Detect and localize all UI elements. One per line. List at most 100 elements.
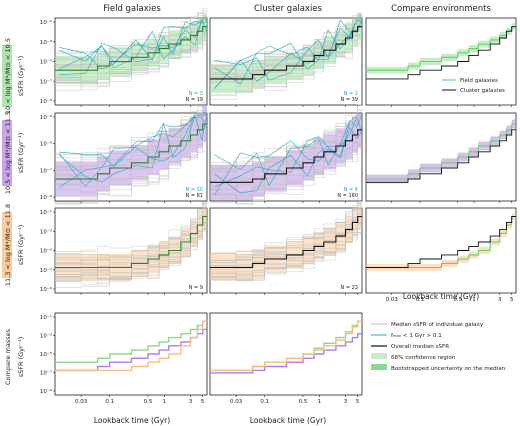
panel-r1-c1-galaxy-line-19 bbox=[210, 142, 362, 195]
panel-r2-c0-galaxy-line-10 bbox=[55, 230, 207, 288]
panel-r2-c0-ytick-label-1: 10⁻³ bbox=[40, 228, 52, 235]
row-label-2: 11.3 < log M*/M⊙ < 11.8 sSFR (Gyr⁻¹) bbox=[2, 204, 25, 286]
panel-r0-c0-count-total: N = 19 bbox=[186, 97, 203, 103]
xlabel-col0: Lookback time (Gyr) bbox=[94, 416, 170, 425]
panel-r1-c2-field-line bbox=[366, 123, 516, 180]
xlabel-col2: Lookback time (Gyr) bbox=[403, 292, 479, 301]
panel-r2-c2: 0.03 0.1 0.5 1 3 5 bbox=[365, 207, 517, 303]
panel-r1-c1-median-line bbox=[210, 129, 362, 183]
panel-r0-c0-ytick-label-2: 10⁻⁵ bbox=[40, 59, 52, 66]
panel-r3-c1-xtick-label-0: 0.03 bbox=[230, 399, 243, 405]
panel-r2-c2-xtick-label-4: 3 bbox=[498, 297, 502, 303]
panel-r1-c2-frame bbox=[365, 112, 517, 202]
row-label-2-mass: 11.3 < log M*/M⊙ < 11.8 bbox=[4, 204, 12, 286]
row-label-2-bg bbox=[2, 212, 12, 278]
env-legend-field: Field galaxies bbox=[460, 78, 498, 84]
panel-r1-c2-cluster-line bbox=[366, 129, 516, 183]
col-title-field: Field galaxies bbox=[103, 4, 161, 14]
panel-r2-c2-band bbox=[366, 213, 516, 271]
panel-r3-c1: 0.03 0.1 0.5 1 3 5 bbox=[209, 312, 363, 405]
panel-r0-c0-ytick-label-1: 10⁻³ bbox=[40, 39, 52, 46]
panel-r3-c1-mass-line-2 bbox=[210, 320, 362, 372]
panel-r1-c0-ytick-label-0: 10⁻³ bbox=[40, 114, 52, 121]
panel-r0-c0-median-line bbox=[55, 26, 207, 71]
panel-r0-c2-cluster-line bbox=[366, 26, 516, 80]
panel-r0-c0-count-highlight: N = 3 bbox=[189, 91, 203, 97]
panel-r0-c0-ytick-label-4: 10⁻⁹ bbox=[40, 98, 52, 105]
panel-r0-c1-count-total: N = 39 bbox=[341, 97, 358, 103]
panel-r2-c0-galaxy-line-14 bbox=[55, 223, 207, 281]
panel-r2-c0-ytick-label-4: 10⁻⁹ bbox=[40, 286, 52, 293]
panel-r0-c0-galaxy-line-21 bbox=[55, 10, 207, 54]
panel-r0-c1-highlight-line-2 bbox=[214, 19, 362, 81]
legend-swatch-conf bbox=[371, 353, 387, 359]
panel-r3-c0-xtick-label-4: 3 bbox=[189, 399, 193, 405]
row-label-1-ssfr: sSFR (Gyr⁻¹) bbox=[17, 133, 25, 174]
panel-r1-c1-highlight-line-0 bbox=[214, 116, 363, 194]
panel-r2-c2-xtick-label-2: 0.5 bbox=[453, 297, 462, 303]
panel-r2-c2-xtick-label-0: 0.03 bbox=[386, 297, 399, 303]
legend-item-individual: Median sSFR of individual galaxy bbox=[391, 322, 484, 328]
panel-r0-c0-highlight-line-0 bbox=[59, 20, 208, 70]
panel-r1-c0-frame bbox=[54, 112, 208, 202]
panel-r1-c0-highlight-line-0 bbox=[59, 114, 208, 183]
legend-swatch-boot bbox=[371, 364, 387, 370]
row-label-1: 10.5 < log M*/M⊙ < 11.3 sSFR (Gyr⁻¹) bbox=[2, 112, 25, 194]
panel-r0-c1-count-highlight: N = 2 bbox=[344, 91, 358, 97]
row-label-3: Compare masses sSFR (Gyr⁻¹) bbox=[4, 328, 25, 385]
panel-r1-c1-count-total: N = 160 bbox=[337, 193, 358, 199]
panel-r1-c0-ytick-label-1: 10⁻⁵ bbox=[40, 141, 52, 148]
panel-r2-c0-ytick-label-0: 10⁻¹ bbox=[40, 209, 52, 216]
panel-r1-c1-confidence-band bbox=[210, 112, 362, 200]
panel-r3-c0-xtick-label-5: 5 bbox=[201, 399, 205, 405]
panel-r2-c1-galaxy-line-19 bbox=[210, 208, 362, 257]
panel-r2-c2-frame bbox=[365, 207, 517, 294]
row-label-1-mass: 10.5 < log M*/M⊙ < 11.3 bbox=[4, 112, 12, 194]
panel-r1-c0-count-total: N = 81 bbox=[186, 193, 203, 199]
panel-r1-c0-ytick-label-3: 10⁻⁹ bbox=[40, 194, 52, 201]
panel-r1-c0-highlight-line-3 bbox=[59, 116, 208, 168]
panel-r2-c1: N = 23 bbox=[209, 197, 363, 295]
panel-r3-c0-ytick-label-0: 10⁻¹ bbox=[40, 314, 52, 321]
panel-r0-c1-confidence-band bbox=[210, 12, 362, 93]
panel-r3-c0-xtick-label-1: 0.1 bbox=[105, 399, 114, 405]
panel-r1-c1-highlight-line-2 bbox=[214, 127, 363, 188]
panel-r1-c1-highlight-line-1 bbox=[214, 114, 362, 196]
panels: N = 19N = 310⁻¹10⁻³10⁻⁵10⁻⁷10⁻⁹ N = 39N =… bbox=[40, 7, 517, 405]
panel-r3-c1-xtick-label-5: 5 bbox=[356, 399, 360, 405]
panel-r2-c1-median-line bbox=[210, 215, 362, 269]
panel-r3-c0-mass-line-0 bbox=[55, 320, 207, 363]
panel-r0-c1-galaxy-line-15 bbox=[210, 34, 362, 93]
env-legend-cluster: Cluster galaxies bbox=[460, 88, 505, 94]
panel-r3-c0-ytick-label-4: 10⁻⁹ bbox=[40, 388, 52, 395]
panel-r3-c0-ytick-label-3: 10⁻⁷ bbox=[40, 370, 52, 377]
panel-r0-c1-highlight-line-3 bbox=[214, 19, 363, 85]
row-label-0-mass: 10 < log M*/M⊙ < 10.5 bbox=[4, 38, 12, 114]
panel-r2-c0-median-line bbox=[55, 215, 207, 269]
panel-r0-c0-ytick-label-0: 10⁻¹ bbox=[40, 19, 52, 26]
panel-r1-c0-galaxy-line-21 bbox=[55, 101, 207, 155]
panel-r2-c0-ytick-label-3: 10⁻⁷ bbox=[40, 267, 52, 274]
legend-item-median: Overall median sSFR bbox=[391, 344, 449, 350]
row-label-0: 10 < log M*/M⊙ < 10.5 sSFR (Gyr⁻¹) bbox=[2, 38, 25, 114]
panel-r1-c0-median-line bbox=[55, 123, 207, 180]
panel-r0-c0: N = 19N = 3 10⁻¹ 10⁻³ 10⁻⁵ 10⁻⁷ 10⁻⁹ bbox=[40, 7, 208, 107]
col-title-compare: Compare environments bbox=[391, 4, 491, 14]
panel-r0-c1-median-line bbox=[210, 26, 362, 80]
xlabel-col1: Lookback time (Gyr) bbox=[250, 416, 326, 425]
panel-r3-c1-xtick-label-4: 3 bbox=[344, 399, 348, 405]
panel-r2-c0-galaxy-line-18 bbox=[55, 204, 207, 261]
legend-item-boot: Bootstrapped uncertainty on the median bbox=[391, 366, 506, 372]
panel-r1-c0-count-highlight: N = 10 bbox=[186, 187, 203, 193]
row-label-0-bg bbox=[2, 45, 12, 107]
panel-r0-c0-highlight-line-3 bbox=[59, 19, 208, 75]
panel-r0-c2-band bbox=[366, 23, 516, 74]
panel-r0-c0-ytick-label-3: 10⁻⁷ bbox=[40, 78, 52, 85]
panel-r3-c1-frame bbox=[209, 312, 363, 396]
panel-r1-c1-galaxy-line-21 bbox=[210, 104, 362, 167]
panel-r2-c0-galaxy-line-21 bbox=[55, 201, 207, 258]
panel-r3-c0-xtick-label-2: 0.5 bbox=[144, 399, 153, 405]
panel-r1-c2 bbox=[365, 112, 517, 203]
